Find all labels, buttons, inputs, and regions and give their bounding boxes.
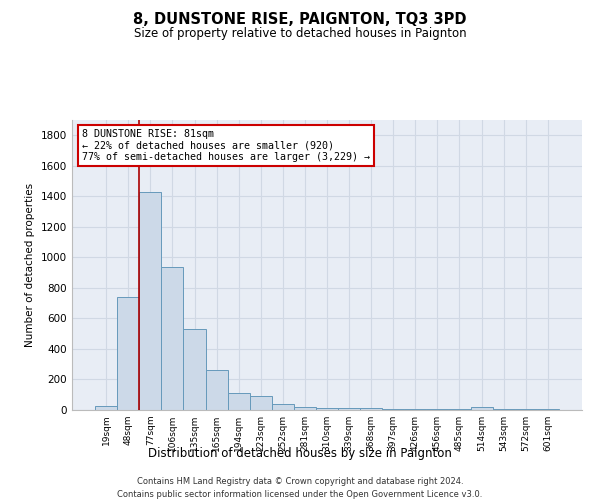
- Text: Contains public sector information licensed under the Open Government Licence v3: Contains public sector information licen…: [118, 490, 482, 499]
- Bar: [470, 407, 493, 410]
- Bar: [272, 404, 294, 410]
- Text: 8 DUNSTONE RISE: 81sqm
← 22% of detached houses are smaller (920)
77% of semi-de: 8 DUNSTONE RISE: 81sqm ← 22% of detached…: [82, 128, 370, 162]
- Bar: [294, 407, 316, 410]
- Bar: [427, 409, 448, 410]
- Text: 8, DUNSTONE RISE, PAIGNTON, TQ3 3PD: 8, DUNSTONE RISE, PAIGNTON, TQ3 3PD: [133, 12, 467, 28]
- Text: Size of property relative to detached houses in Paignton: Size of property relative to detached ho…: [134, 28, 466, 40]
- Bar: [382, 409, 404, 410]
- Bar: [95, 406, 117, 410]
- Bar: [139, 192, 161, 410]
- Bar: [493, 409, 515, 410]
- Bar: [250, 396, 272, 410]
- Bar: [117, 297, 139, 410]
- Y-axis label: Number of detached properties: Number of detached properties: [25, 183, 35, 347]
- Bar: [227, 393, 250, 410]
- Bar: [316, 408, 338, 410]
- Bar: [360, 408, 382, 410]
- Bar: [338, 408, 360, 410]
- Bar: [184, 329, 206, 410]
- Text: Contains HM Land Registry data © Crown copyright and database right 2024.: Contains HM Land Registry data © Crown c…: [137, 478, 463, 486]
- Bar: [404, 409, 427, 410]
- Bar: [515, 409, 537, 410]
- Bar: [537, 409, 559, 410]
- Bar: [448, 409, 470, 410]
- Bar: [161, 268, 184, 410]
- Text: Distribution of detached houses by size in Paignton: Distribution of detached houses by size …: [148, 448, 452, 460]
- Bar: [206, 370, 227, 410]
